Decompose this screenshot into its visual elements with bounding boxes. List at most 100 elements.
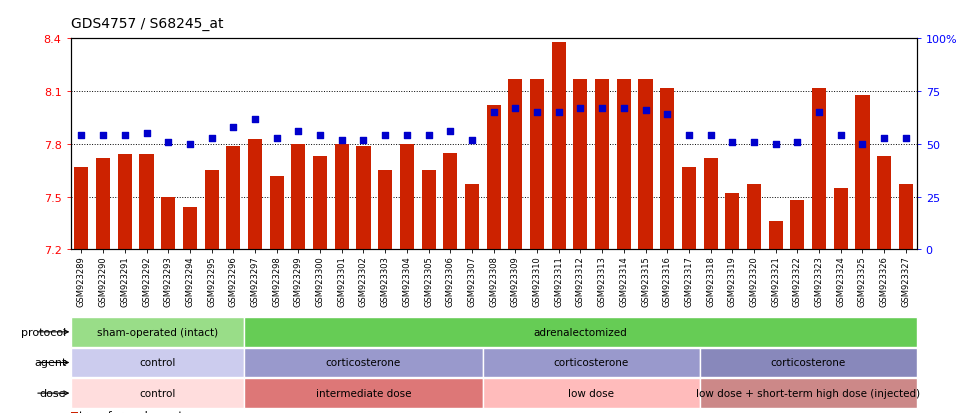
Bar (313, 157, 327, 250)
Bar (573, 80, 588, 250)
Point (248, 116, 263, 123)
Point (139, 131, 155, 138)
Text: corticosterone: corticosterone (554, 358, 629, 368)
Point (182, 141, 197, 148)
Bar (244, 378, 483, 408)
Bar (71, 348, 244, 377)
Text: intermediate dose: intermediate dose (316, 388, 411, 398)
Bar (422, 171, 435, 250)
Bar (725, 194, 740, 250)
Point (616, 105, 631, 112)
Point (876, 135, 892, 142)
Text: agent: agent (34, 358, 67, 368)
Text: low dose: low dose (569, 388, 614, 398)
Point (334, 137, 349, 144)
Point (681, 133, 696, 140)
Point (529, 110, 544, 116)
Point (443, 128, 458, 135)
Bar (161, 197, 175, 250)
Bar (248, 139, 262, 250)
Bar (399, 145, 414, 250)
Point (811, 110, 827, 116)
Bar (244, 317, 917, 347)
Bar (118, 155, 132, 250)
Point (73, 133, 89, 140)
Text: low dose + short-term high dose (injected): low dose + short-term high dose (injecte… (696, 388, 921, 398)
Text: sham-operated (intact): sham-operated (intact) (97, 327, 218, 337)
Bar (244, 348, 483, 377)
Bar (812, 88, 826, 250)
Point (638, 107, 654, 114)
Point (464, 137, 480, 144)
Bar (71, 317, 244, 347)
Bar (769, 222, 782, 250)
Point (747, 139, 762, 146)
Bar (898, 185, 913, 250)
Text: protocol: protocol (21, 327, 67, 337)
Point (486, 110, 502, 116)
Bar (270, 176, 283, 250)
Text: corticosterone: corticosterone (771, 358, 846, 368)
Text: corticosterone: corticosterone (326, 358, 401, 368)
Bar (704, 159, 718, 250)
Bar (638, 80, 653, 250)
Point (551, 110, 567, 116)
Text: dose: dose (40, 388, 67, 398)
Text: adrenalectomized: adrenalectomized (534, 327, 628, 337)
Bar (700, 348, 917, 377)
Point (204, 135, 220, 142)
Point (117, 133, 132, 140)
Point (703, 133, 718, 140)
Bar (96, 159, 110, 250)
Point (269, 135, 284, 142)
Point (161, 139, 176, 146)
Bar (595, 80, 609, 250)
Point (508, 105, 523, 112)
Bar (205, 171, 219, 250)
Bar (291, 145, 306, 250)
Bar (71, 378, 244, 408)
Bar (183, 208, 197, 250)
Bar (856, 95, 869, 250)
Point (291, 128, 307, 135)
Point (855, 141, 870, 148)
Bar (483, 378, 700, 408)
Text: transformed count: transformed count (78, 410, 183, 413)
Bar (226, 146, 241, 250)
Bar (834, 188, 848, 250)
Bar (700, 378, 917, 408)
Bar (790, 201, 805, 250)
Point (356, 137, 371, 144)
Bar (139, 155, 154, 250)
Bar (335, 145, 349, 250)
Bar (530, 80, 544, 250)
Bar (509, 80, 522, 250)
Text: control: control (139, 388, 176, 398)
Point (572, 105, 588, 112)
Point (768, 141, 783, 148)
Point (312, 133, 328, 140)
Bar (552, 43, 566, 250)
Point (421, 133, 436, 140)
Bar (877, 157, 892, 250)
Point (96, 133, 111, 140)
Point (790, 139, 806, 146)
Point (898, 135, 914, 142)
Bar (465, 185, 479, 250)
Point (833, 133, 848, 140)
Text: GDS4757 / S68245_at: GDS4757 / S68245_at (71, 17, 223, 31)
Bar (486, 106, 501, 250)
Point (377, 133, 393, 140)
Text: control: control (139, 358, 176, 368)
Bar (357, 146, 370, 250)
Bar (74, 167, 89, 250)
Point (225, 124, 241, 131)
Point (399, 133, 415, 140)
Point (595, 105, 610, 112)
Bar (483, 348, 700, 377)
Bar (617, 80, 630, 250)
Bar (378, 171, 393, 250)
Bar (747, 185, 761, 250)
Bar (660, 88, 674, 250)
Bar (682, 167, 696, 250)
